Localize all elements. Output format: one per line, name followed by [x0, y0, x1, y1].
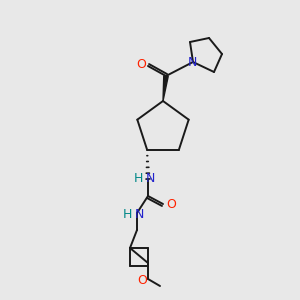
Text: N: N: [187, 56, 197, 70]
Text: O: O: [137, 274, 147, 286]
Text: N: N: [134, 208, 144, 220]
Text: H: H: [122, 208, 132, 220]
Text: N: N: [145, 172, 155, 185]
Polygon shape: [163, 76, 168, 101]
Text: O: O: [136, 58, 146, 71]
Text: O: O: [166, 199, 176, 212]
Text: H: H: [133, 172, 143, 185]
